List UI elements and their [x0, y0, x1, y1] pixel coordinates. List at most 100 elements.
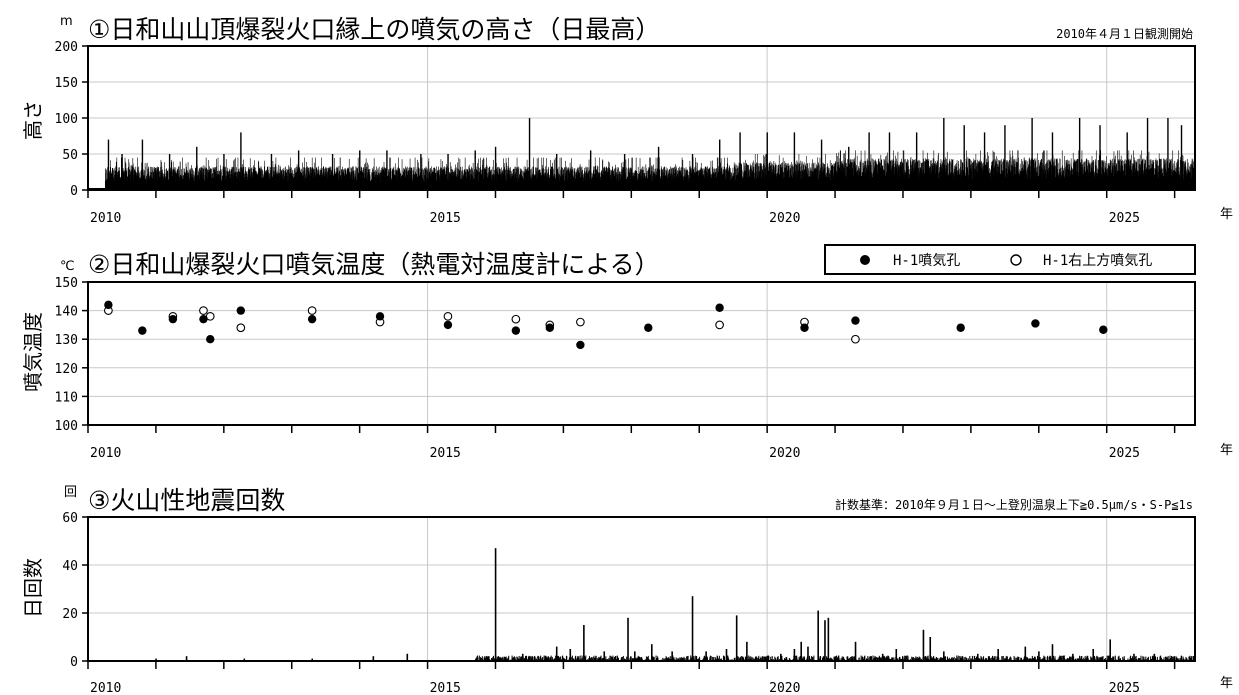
bar-daily	[844, 160, 846, 190]
bar-daily	[690, 166, 692, 190]
bar-daily	[187, 162, 189, 190]
bar-daily	[205, 157, 207, 190]
bar-daily	[735, 168, 736, 190]
bar-daily	[753, 166, 755, 190]
bar-daily	[992, 150, 994, 190]
bar-daily	[150, 166, 151, 190]
bar-daily	[856, 155, 858, 190]
bar-daily	[118, 170, 120, 190]
bar-daily	[681, 157, 683, 190]
bar-daily	[724, 170, 726, 190]
bar-daily	[434, 168, 436, 190]
bar-daily	[763, 163, 765, 190]
bar-daily	[417, 159, 418, 190]
bar-daily	[513, 169, 515, 190]
bar-daily	[497, 167, 498, 190]
bar-daily	[764, 164, 765, 190]
bar-daily	[1006, 161, 1008, 190]
bar-daily	[311, 157, 313, 190]
bar-daily	[440, 167, 441, 190]
bar-daily	[179, 162, 181, 190]
bar-daily	[982, 168, 983, 190]
bar-daily	[365, 158, 367, 190]
bar-daily	[758, 166, 759, 190]
bar-daily	[845, 162, 847, 190]
panel-plume-height: m ①日和山山頂爆裂火口縁上の噴気の高さ（日最高） 2010年４月１日観測開始 …	[21, 14, 1233, 226]
bar-daily	[748, 165, 749, 190]
bar-daily	[581, 166, 583, 190]
bar-daily	[574, 168, 575, 190]
bar-daily	[892, 160, 894, 190]
bar-daily	[174, 172, 176, 190]
bar-daily	[651, 171, 653, 190]
bar-daily	[640, 169, 642, 190]
bar-daily	[172, 161, 174, 190]
bar-daily	[396, 170, 397, 190]
bar-daily	[453, 171, 455, 190]
bar-daily	[732, 167, 734, 190]
bar-daily	[625, 159, 627, 190]
bar-daily	[602, 159, 604, 190]
bar-daily	[840, 150, 841, 190]
bar-daily	[749, 163, 751, 190]
bar-daily	[836, 159, 838, 190]
bar-daily	[775, 164, 777, 190]
bar-daily	[674, 166, 675, 190]
bar-daily	[193, 170, 194, 190]
bar-daily	[449, 162, 451, 190]
bar-daily	[471, 168, 473, 190]
bar-daily	[358, 166, 359, 190]
bar-daily	[251, 167, 253, 190]
bar-daily	[477, 171, 479, 190]
bar-daily	[816, 164, 817, 190]
bar-daily	[485, 169, 486, 190]
bar-daily	[609, 167, 610, 190]
bar-daily	[287, 170, 288, 190]
bar-daily	[550, 166, 552, 190]
bar-daily	[717, 171, 719, 190]
bar-daily	[164, 169, 166, 190]
bar-daily	[792, 164, 793, 190]
bar-daily	[977, 159, 978, 190]
bar-daily	[129, 171, 131, 190]
bar-daily	[350, 167, 352, 190]
bar-daily	[478, 170, 480, 190]
bar-daily	[975, 154, 977, 190]
bar-daily	[472, 162, 474, 190]
bar-daily	[827, 166, 829, 190]
bar-daily	[292, 173, 294, 190]
bar-daily	[355, 166, 357, 190]
bar-daily	[938, 152, 939, 190]
bar-daily	[842, 163, 843, 190]
bar-daily	[892, 165, 893, 190]
bar-daily	[425, 166, 427, 190]
bar-daily	[728, 168, 730, 190]
bar-daily	[307, 168, 308, 190]
bar-daily	[299, 168, 301, 190]
bar-daily	[760, 162, 762, 190]
panel-1-xlabel: 年	[1220, 207, 1233, 222]
bar-daily	[306, 161, 307, 190]
bar-daily	[208, 168, 210, 190]
bar-daily	[782, 157, 784, 190]
bar-daily	[485, 168, 487, 190]
bar-daily	[720, 171, 721, 190]
bar-daily	[749, 170, 750, 190]
bar-daily	[687, 169, 688, 190]
bar-daily	[867, 163, 868, 190]
bar-daily	[952, 159, 953, 190]
bar-daily	[592, 173, 593, 190]
bar-daily	[819, 165, 820, 190]
bar-daily	[461, 171, 462, 190]
bar-daily	[416, 169, 418, 190]
bar-daily	[596, 165, 598, 190]
bar-daily	[510, 167, 511, 190]
bar-daily	[406, 166, 408, 190]
bar-daily	[252, 173, 254, 190]
bar-daily	[594, 157, 596, 190]
bar-daily	[808, 163, 810, 190]
bar-daily	[721, 172, 723, 190]
bar-daily	[1022, 163, 1024, 190]
bar-daily	[637, 173, 638, 190]
